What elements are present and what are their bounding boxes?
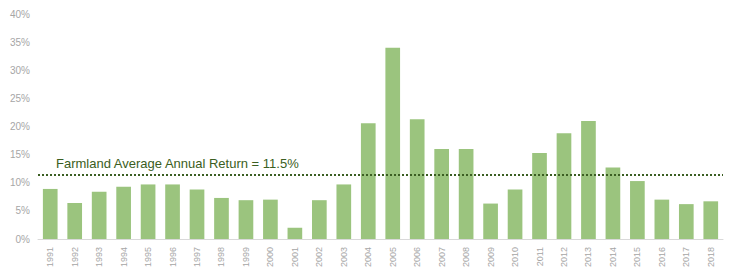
svg-text:25%: 25%: [10, 93, 30, 104]
svg-text:0%: 0%: [16, 234, 31, 245]
svg-text:2006: 2006: [412, 247, 422, 267]
svg-text:1993: 1993: [94, 247, 104, 267]
svg-text:1991: 1991: [45, 247, 55, 267]
svg-text:2004: 2004: [363, 247, 373, 267]
svg-text:2018: 2018: [706, 247, 716, 267]
svg-text:30%: 30%: [10, 65, 30, 76]
svg-text:Farmland Average Annual Return: Farmland Average Annual Return = 11.5%: [56, 156, 299, 171]
svg-text:2014: 2014: [608, 247, 618, 267]
svg-text:2013: 2013: [583, 247, 593, 267]
svg-text:1995: 1995: [143, 247, 153, 267]
svg-text:2015: 2015: [632, 247, 642, 267]
svg-text:20%: 20%: [10, 121, 30, 132]
svg-text:2007: 2007: [437, 247, 447, 267]
svg-text:2000: 2000: [265, 247, 275, 267]
svg-text:35%: 35%: [10, 37, 30, 48]
svg-text:1999: 1999: [241, 247, 251, 267]
svg-text:2008: 2008: [461, 247, 471, 267]
svg-text:2010: 2010: [510, 247, 520, 267]
svg-text:10%: 10%: [10, 177, 30, 188]
svg-text:2003: 2003: [339, 247, 349, 267]
svg-text:1998: 1998: [216, 247, 226, 267]
svg-text:2002: 2002: [314, 247, 324, 267]
svg-text:2009: 2009: [486, 247, 496, 267]
svg-text:2001: 2001: [290, 247, 300, 267]
svg-text:2012: 2012: [559, 247, 569, 267]
svg-text:1997: 1997: [192, 247, 202, 267]
svg-text:5%: 5%: [16, 205, 31, 216]
svg-text:15%: 15%: [10, 149, 30, 160]
svg-text:1994: 1994: [119, 247, 129, 267]
svg-text:2017: 2017: [681, 247, 691, 267]
svg-text:1996: 1996: [168, 247, 178, 267]
svg-text:2005: 2005: [388, 247, 398, 267]
svg-text:2016: 2016: [657, 247, 667, 267]
svg-text:2011: 2011: [535, 247, 545, 266]
svg-text:40%: 40%: [10, 9, 30, 20]
svg-text:1992: 1992: [70, 247, 80, 267]
